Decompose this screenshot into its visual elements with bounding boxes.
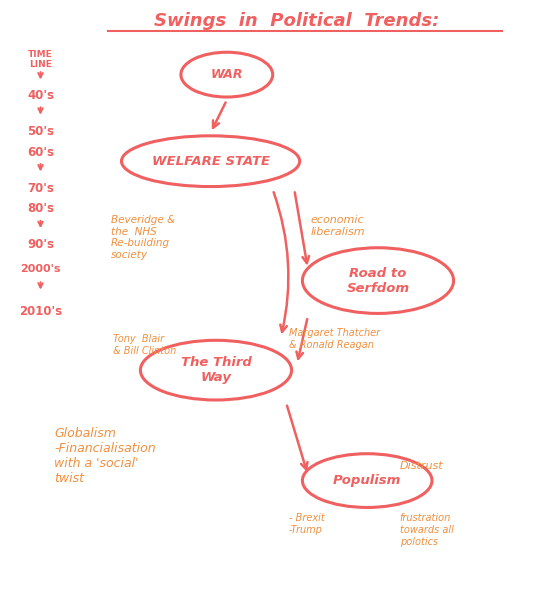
Text: - Brexit
-Trump: - Brexit -Trump xyxy=(289,513,325,535)
Text: Margaret Thatcher
& Ronald Reagan: Margaret Thatcher & Ronald Reagan xyxy=(289,328,380,350)
Text: economic
liberalism: economic liberalism xyxy=(310,215,365,236)
Text: Distrust: Distrust xyxy=(400,461,443,470)
Text: 40's: 40's xyxy=(27,89,54,102)
Text: Swings  in  Political  Trends:: Swings in Political Trends: xyxy=(154,12,440,30)
Text: 70's: 70's xyxy=(27,181,54,195)
Text: TIME
LINE: TIME LINE xyxy=(28,50,53,69)
Text: 2000's: 2000's xyxy=(21,264,60,273)
Text: 60's: 60's xyxy=(27,146,54,159)
Text: Road to
Serfdom: Road to Serfdom xyxy=(347,267,409,294)
Text: Globalism
-Financialisation
with a 'social'
twist: Globalism -Financialisation with a 'soci… xyxy=(54,427,156,485)
Text: WAR: WAR xyxy=(211,68,243,81)
Text: WELFARE STATE: WELFARE STATE xyxy=(152,155,269,168)
Text: 50's: 50's xyxy=(27,125,54,138)
Text: frustration
towards all
polotics: frustration towards all polotics xyxy=(400,513,454,547)
Text: 80's: 80's xyxy=(27,202,54,216)
Text: 2010's: 2010's xyxy=(19,305,62,318)
Text: Populism: Populism xyxy=(333,474,401,487)
Text: Tony  Blair
& Bill Clinton: Tony Blair & Bill Clinton xyxy=(113,334,177,356)
Text: Beveridge &
the  NHS
Re-building
society: Beveridge & the NHS Re-building society xyxy=(111,215,175,260)
Text: The Third
Way: The Third Way xyxy=(180,356,252,384)
Text: 90's: 90's xyxy=(27,238,54,251)
